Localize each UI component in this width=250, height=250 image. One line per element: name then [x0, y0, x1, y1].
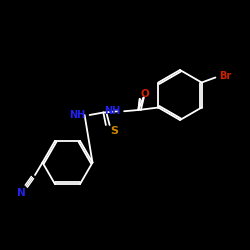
Text: NH: NH: [70, 110, 86, 120]
Text: N: N: [17, 188, 26, 198]
Text: S: S: [110, 126, 118, 136]
Text: Br: Br: [219, 71, 232, 81]
Text: O: O: [141, 89, 150, 99]
Text: NH: NH: [104, 106, 121, 116]
